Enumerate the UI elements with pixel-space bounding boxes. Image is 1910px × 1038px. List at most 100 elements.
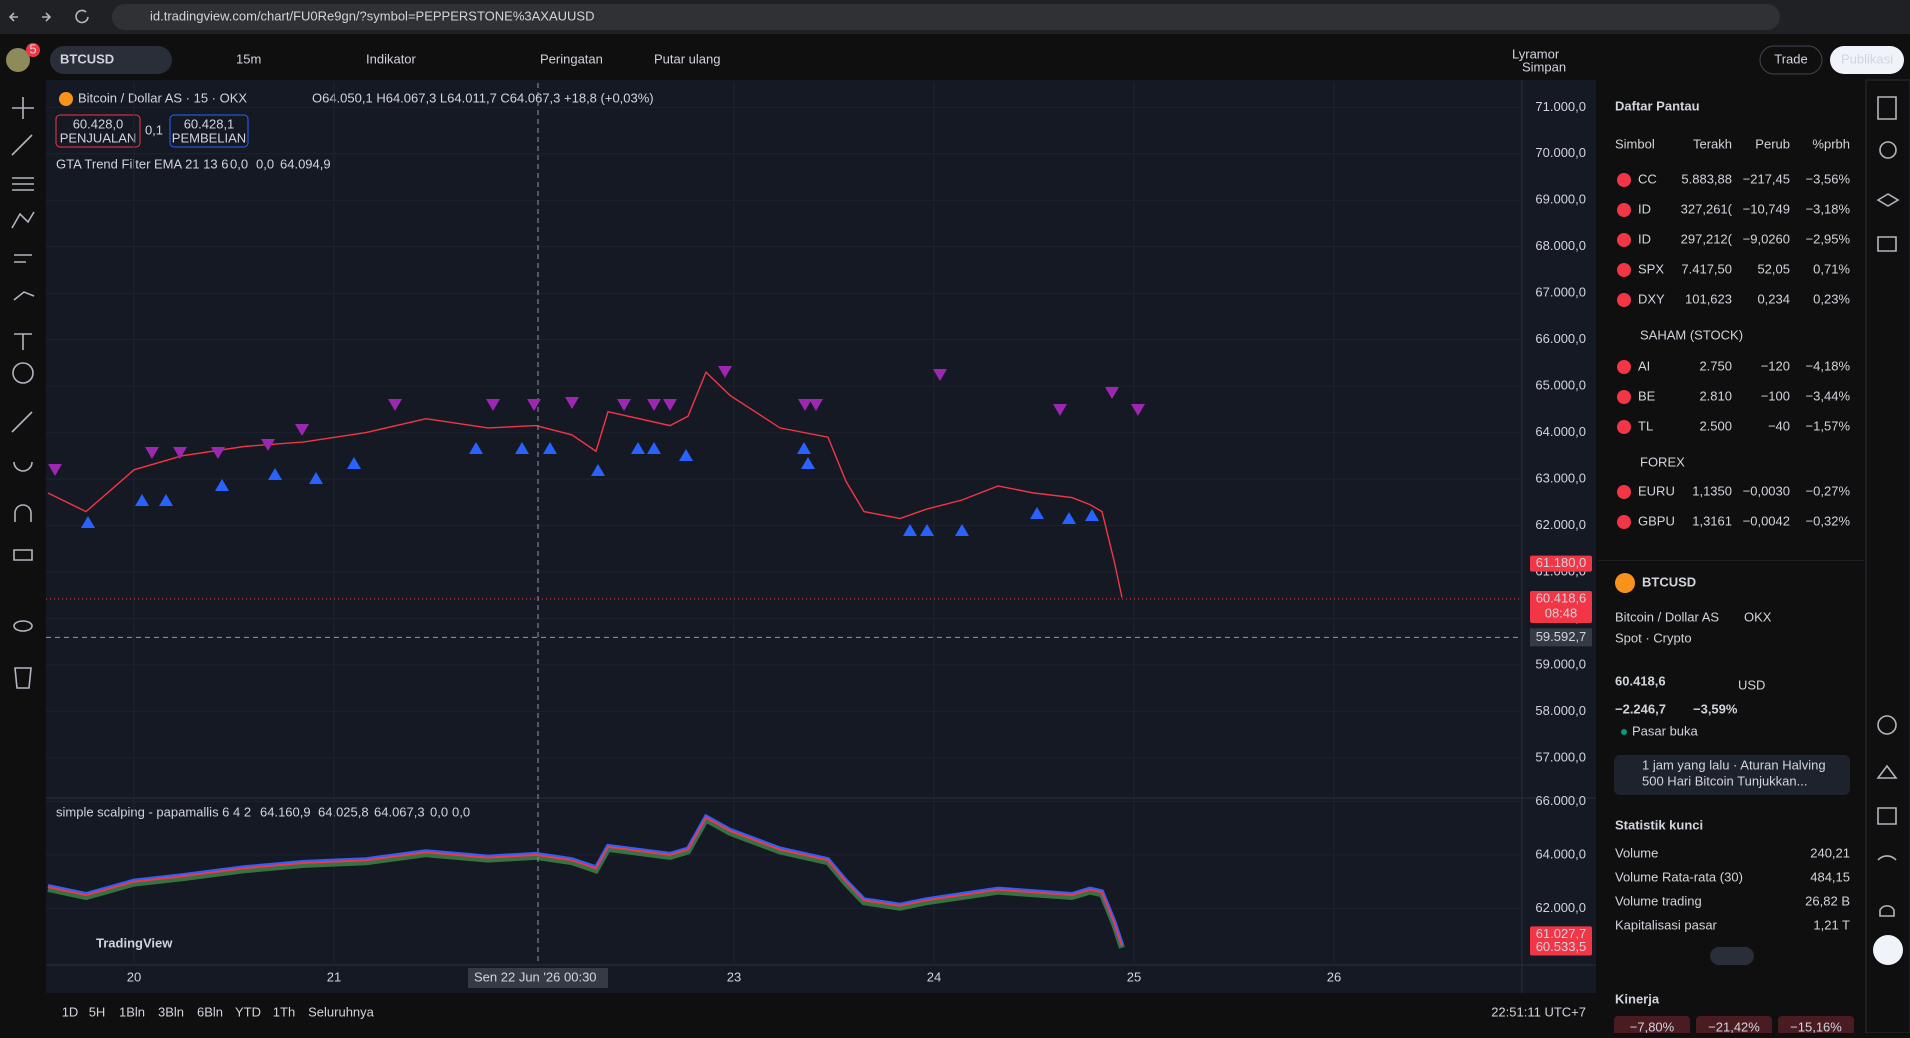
y-tick-label: 59.000,0 (1535, 656, 1586, 671)
change: −2,95% (1806, 231, 1851, 246)
sell-signal (211, 447, 225, 459)
tool-strip (0, 80, 46, 1033)
y-tick-label: 69.000,0 (1535, 192, 1586, 207)
badge: 5 (29, 41, 36, 56)
symbol[interactable]: ID (1638, 201, 1651, 216)
price-tag-label: 61.027,7 (1536, 926, 1587, 941)
y-tick-label: 68.000,0 (1535, 238, 1586, 253)
avatar[interactable] (6, 48, 30, 72)
column-header: Simbol (1615, 136, 1655, 151)
change: −10,749 (1743, 201, 1790, 216)
buy-signal (469, 442, 483, 454)
range-button[interactable]: 1Th (273, 1004, 295, 1019)
performance-value: −7,80% (1630, 1019, 1675, 1033)
indicator-value: 0,0 (430, 804, 448, 819)
publish-button[interactable] (1830, 46, 1904, 74)
price-line (47, 370, 1123, 598)
trade-button[interactable] (1759, 45, 1823, 75)
change: −3,56% (1806, 171, 1851, 186)
detail-price: 60.418,6 (1615, 673, 1666, 688)
right-icons[interactable] (1876, 96, 1900, 917)
y-tick-label: 62.000,0 (1535, 517, 1586, 532)
watchlist-title: Daftar Pantau (1615, 98, 1700, 113)
sell-signal (486, 399, 500, 411)
stat-label: Volume Rata-rata (30) (1615, 869, 1743, 884)
y-tick-label: 70.000,0 (1535, 145, 1586, 160)
crosshair-x-tag (468, 968, 608, 988)
price-tag (1530, 555, 1592, 572)
range-button[interactable]: Seluruhnya (308, 1004, 375, 1019)
change: 0,234 (1757, 291, 1790, 306)
performance-value: −15,16% (1790, 1019, 1842, 1033)
stat-value: 1,21 T (1813, 917, 1850, 932)
y-tick-label: 71.000,0 (1535, 99, 1586, 114)
price-tag (1530, 590, 1592, 623)
range-button[interactable]: 1D (62, 1004, 79, 1019)
range-button[interactable]: 5H (89, 1004, 106, 1019)
y-tick-label: 67.000,0 (1535, 285, 1586, 300)
change: −3,44% (1806, 388, 1851, 403)
symbol[interactable]: GBPU (1638, 513, 1675, 528)
last-price: 2.500 (1699, 418, 1732, 433)
stat-label: Volume trading (1615, 893, 1702, 908)
trade-label: Trade (1774, 51, 1807, 66)
symbol[interactable]: ID (1638, 231, 1651, 246)
expand-button[interactable] (1710, 947, 1754, 965)
alerts-button: Peringatan (540, 51, 603, 66)
news-meta: 1 jam yang lalu · Aturan Halving (1642, 757, 1826, 772)
change: −1,57% (1806, 418, 1851, 433)
buy-signal (135, 494, 149, 506)
detail-change: −2.246,7 (1615, 701, 1666, 716)
apps-button[interactable] (1873, 935, 1903, 965)
range-button[interactable]: 1Bln (119, 1004, 145, 1019)
nav-icons[interactable] (8, 9, 89, 24)
buy-signal (215, 479, 229, 491)
change: −3,18% (1806, 201, 1851, 216)
symbol[interactable]: BE (1638, 388, 1656, 403)
symbol[interactable]: CC (1638, 171, 1657, 186)
range-button[interactable]: 6Bln (197, 1004, 223, 1019)
buy-label: PEMBELIAN (172, 130, 246, 145)
clock: 22:51:11 UTC+7 (1491, 1004, 1586, 1019)
change: −0,32% (1806, 513, 1851, 528)
symbol[interactable]: EURU (1638, 483, 1675, 498)
sell-button[interactable] (55, 114, 141, 148)
symbol[interactable]: DXY (1638, 291, 1665, 306)
row-clip (1598, 545, 1864, 560)
change: 52,05 (1757, 261, 1790, 276)
left-tools[interactable] (11, 97, 35, 689)
indicator-value: 64.094,9 (280, 156, 331, 171)
symbol-icon (1617, 515, 1631, 529)
news-card[interactable] (1614, 755, 1850, 795)
badge-dot (26, 43, 40, 57)
range-button[interactable]: 3Bln (158, 1004, 184, 1019)
buy-signal (631, 442, 645, 454)
crosshair-y-tag (1530, 628, 1592, 647)
last-price: 327,261( (1681, 201, 1733, 216)
buy-signal (268, 468, 282, 480)
symbol[interactable]: AI (1638, 358, 1650, 373)
change: −120 (1761, 358, 1790, 373)
url-text: id.tradingview.com/chart/FU0Re9gn/?symbo… (150, 8, 594, 23)
indicator-name: simple scalping - papamallis 6 4 2 (56, 804, 251, 819)
y-tick-label: 62.000,0 (1535, 900, 1586, 915)
url-box[interactable] (112, 4, 1780, 30)
indicator-value: 64.025,8 (318, 804, 369, 819)
change: 0,71% (1813, 261, 1850, 276)
countdown: 08:48 (1545, 605, 1578, 620)
symbol[interactable]: TL (1638, 418, 1653, 433)
last-price: 2.810 (1699, 388, 1732, 403)
symbol-box[interactable] (50, 46, 172, 74)
symbol-icon (1617, 390, 1631, 404)
stat-value: 240,21 (1810, 845, 1850, 860)
buy-button[interactable] (169, 114, 249, 148)
news-title: 500 Hari Bitcoin Tunjukkan... (1642, 773, 1807, 788)
buy-signal (159, 494, 173, 506)
symbol[interactable]: SPX (1638, 261, 1664, 276)
x-tick-label: 21 (327, 969, 341, 984)
watermark: TradingView (96, 935, 173, 950)
sell-signal (388, 399, 402, 411)
range-button[interactable]: YTD (235, 1004, 261, 1019)
symbol-icon (1617, 173, 1631, 187)
